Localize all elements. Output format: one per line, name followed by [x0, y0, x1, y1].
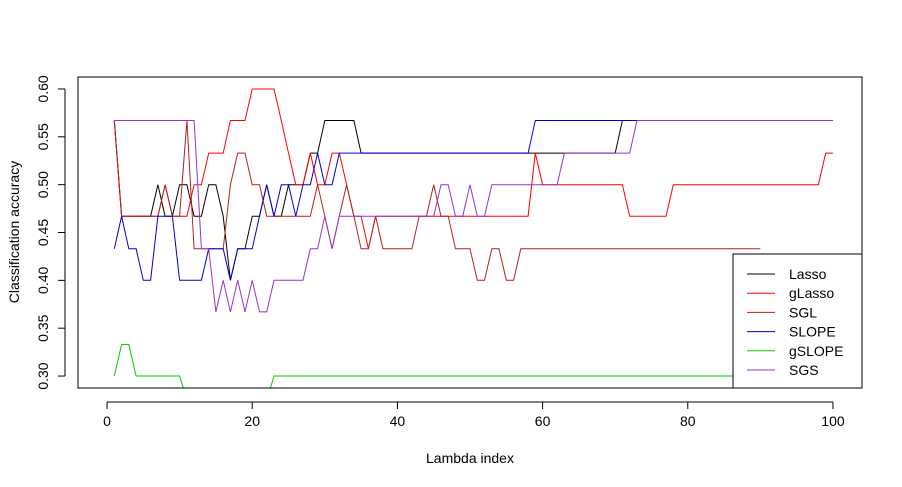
y-axis-title: Classification accuracy [6, 161, 22, 303]
y-tick-label: 0.35 [35, 314, 51, 341]
series-lines [113, 88, 833, 388]
x-tick-label: 80 [680, 413, 696, 429]
y-axis: 0.30 0.35 0.40 0.45 0.50 0.55 0.60 [35, 75, 66, 390]
series-line-sgl [113, 120, 761, 281]
y-tick-label: 0.50 [35, 171, 51, 198]
x-tick-label: 20 [244, 413, 260, 429]
series-line-glasso [113, 88, 833, 249]
x-tick-label: 60 [535, 413, 551, 429]
x-tick-label: 40 [390, 413, 406, 429]
legend-label: SGL [789, 304, 817, 320]
legend-label: SLOPE [789, 324, 836, 340]
x-tick-label: 0 [103, 413, 111, 429]
x-axis-title: Lambda index [426, 450, 514, 466]
series-line-slope [113, 120, 833, 281]
legend-box [732, 253, 863, 389]
y-tick-label: 0.45 [35, 219, 51, 246]
legend-label: SGS [789, 362, 819, 378]
y-tick-label: 0.40 [35, 267, 51, 294]
series-line-lasso [113, 120, 833, 281]
x-axis: 0 20 40 60 80 100 [103, 401, 845, 429]
legend-label: gSLOPE [789, 343, 843, 359]
y-tick-label: 0.60 [35, 75, 51, 102]
y-tick-label: 0.30 [35, 362, 51, 389]
legend: Lasso gLasso SGL SLOPE gSLOPE SGS [732, 253, 863, 389]
legend-label: Lasso [789, 266, 827, 282]
series-line-sgs [114, 120, 833, 313]
series-line-gslope [113, 344, 761, 388]
plot-frame [77, 76, 863, 389]
x-tick-label: 100 [821, 413, 845, 429]
y-tick-label: 0.55 [35, 123, 51, 150]
legend-label: gLasso [789, 285, 834, 301]
